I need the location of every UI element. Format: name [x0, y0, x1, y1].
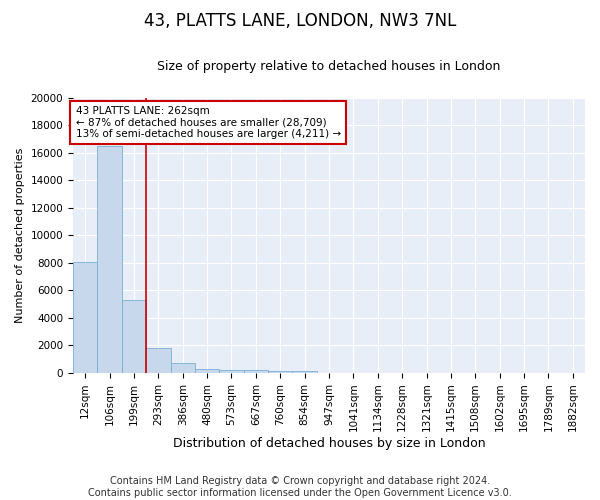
Bar: [244, 370, 268, 373]
Bar: [170, 362, 195, 373]
Bar: [195, 369, 220, 373]
X-axis label: Distribution of detached houses by size in London: Distribution of detached houses by size …: [173, 437, 485, 450]
Bar: [73, 262, 97, 373]
Text: 43, PLATTS LANE, LONDON, NW3 7NL: 43, PLATTS LANE, LONDON, NW3 7NL: [144, 12, 456, 30]
Bar: [122, 300, 146, 373]
Y-axis label: Number of detached properties: Number of detached properties: [15, 148, 25, 323]
Text: 43 PLATTS LANE: 262sqm
← 87% of detached houses are smaller (28,709)
13% of semi: 43 PLATTS LANE: 262sqm ← 87% of detached…: [76, 106, 341, 139]
Bar: [146, 348, 170, 373]
Bar: [268, 370, 292, 373]
Title: Size of property relative to detached houses in London: Size of property relative to detached ho…: [157, 60, 501, 73]
Bar: [220, 370, 244, 373]
Bar: [292, 372, 317, 373]
Text: Contains HM Land Registry data © Crown copyright and database right 2024.
Contai: Contains HM Land Registry data © Crown c…: [88, 476, 512, 498]
Bar: [97, 146, 122, 373]
